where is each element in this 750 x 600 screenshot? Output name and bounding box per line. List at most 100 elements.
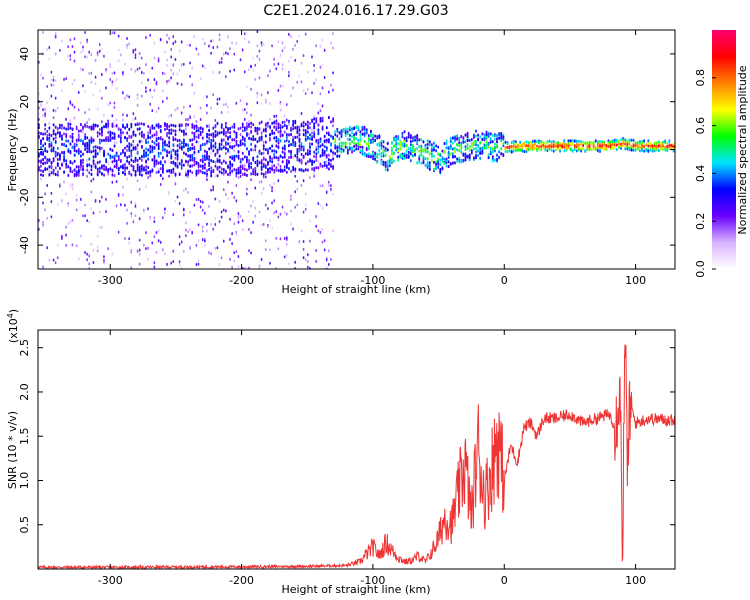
spectrogram-cell [126, 46, 128, 50]
spectrogram-cell [168, 140, 171, 144]
spectrogram-cell [134, 214, 137, 218]
spectrogram-cell [214, 152, 217, 156]
spectrogram-cell [508, 149, 511, 153]
spectrogram-cell [214, 145, 217, 150]
spectrogram-cell [502, 141, 505, 146]
spectrogram-cell [185, 143, 187, 147]
spectrogram-cell [42, 161, 45, 166]
spectrogram-cell [136, 163, 139, 167]
spectrogram-cell [430, 154, 433, 159]
spectrogram-cell [128, 95, 130, 99]
spectrogram-cell [603, 146, 606, 150]
spectrogram-cell [84, 136, 87, 141]
spectrogram-cell [542, 143, 545, 147]
spectrogram-cell [115, 153, 118, 158]
spectrogram-cell [378, 148, 381, 153]
spectrogram-cell [113, 124, 116, 128]
spectrogram-cell [292, 138, 295, 142]
spectrogram-cell [306, 135, 309, 140]
spectrogram-cell [153, 216, 156, 220]
spectrogram-cell [433, 145, 435, 149]
spectrogram-cell [565, 146, 568, 150]
spectrogram-cell [285, 242, 288, 246]
spectrogram-cell [122, 123, 124, 127]
spectrogram-cell [193, 34, 196, 38]
spectrogram-x-tick-label: 0 [501, 274, 508, 287]
spectrogram-cell [378, 141, 381, 145]
spectrogram-cell [590, 147, 593, 151]
spectrogram-cell [210, 174, 213, 178]
spectrogram-cell [229, 171, 232, 175]
spectrogram-cell [302, 145, 305, 149]
spectrogram-cell [449, 152, 452, 156]
spectrogram-cell [117, 59, 120, 63]
spectrogram-cell [88, 125, 91, 129]
spectrogram-cell [65, 144, 68, 148]
spectrogram-cell [258, 121, 261, 125]
spectrogram-cell [151, 158, 154, 162]
spectrogram-cell [285, 170, 288, 174]
spectrogram-cell [397, 155, 400, 159]
spectrogram-cell [512, 149, 515, 153]
spectrogram-cell [620, 146, 622, 150]
spectrogram-cell [603, 143, 606, 147]
spectrogram-cell [111, 114, 114, 118]
spectrogram-cell [271, 157, 274, 161]
spectrogram-cell [309, 219, 311, 223]
spectrogram-cell [197, 197, 200, 201]
spectrogram-cell [170, 160, 173, 165]
spectrogram-cell [52, 168, 55, 173]
spectrogram-cell [279, 108, 282, 112]
spectrogram-cell [50, 164, 53, 168]
spectrogram-cell [342, 128, 345, 132]
spectrogram-cell [285, 236, 288, 240]
spectrogram-cell [380, 154, 383, 158]
spectrogram-cell [304, 207, 307, 211]
spectrogram-cell [327, 249, 330, 253]
spectrogram-cell [393, 144, 395, 148]
spectrogram-cell [363, 153, 366, 157]
spectrogram-cell [288, 156, 290, 160]
spectrogram-cell [206, 178, 208, 182]
spectrogram-cell [143, 150, 145, 155]
spectrogram-cell [241, 108, 244, 112]
spectrogram-cell [296, 179, 299, 183]
spectrogram-cell [77, 138, 80, 142]
spectrogram-cell [140, 173, 143, 177]
spectrogram-cell [216, 102, 219, 106]
spectrogram-cell [306, 168, 309, 172]
spectrogram-cell [672, 149, 675, 153]
spectrogram-cell [355, 147, 358, 151]
spectrogram-cell [304, 32, 307, 36]
spectrogram-cell [67, 173, 70, 177]
spectrogram-cell [447, 164, 450, 169]
spectrogram-cell [187, 154, 190, 158]
spectrogram-cell [506, 149, 509, 154]
spectrogram-cell [313, 69, 315, 73]
spectrogram-cell [472, 147, 475, 151]
spectrogram-cell [275, 121, 278, 126]
spectrogram-cell [115, 165, 118, 169]
spectrogram-cell [155, 159, 158, 163]
spectrogram-cell [84, 250, 86, 254]
spectrogram-cell [145, 140, 147, 145]
spectrogram-cell [573, 139, 576, 143]
spectrogram-cell [267, 74, 269, 78]
spectrogram-cell [166, 122, 168, 127]
spectrogram-cell [147, 246, 149, 250]
spectrogram-cell [126, 159, 129, 163]
spectrogram-cell [48, 158, 51, 162]
spectrogram-cell [525, 146, 528, 150]
spectrogram-cell [145, 184, 147, 188]
spectrogram-cell [201, 136, 204, 140]
spectrogram-cell [170, 168, 173, 173]
spectrogram-cell [113, 135, 116, 139]
spectrogram-cell [233, 195, 236, 199]
spectrogram-cell [300, 145, 303, 149]
spectrogram-cell [405, 136, 408, 140]
spectrogram-cell [54, 79, 57, 83]
spectrogram-cell [92, 145, 95, 149]
spectrogram-cell [304, 152, 307, 156]
spectrogram-cell [229, 165, 232, 169]
colorbar-tick-label: 0.8 [694, 69, 707, 87]
